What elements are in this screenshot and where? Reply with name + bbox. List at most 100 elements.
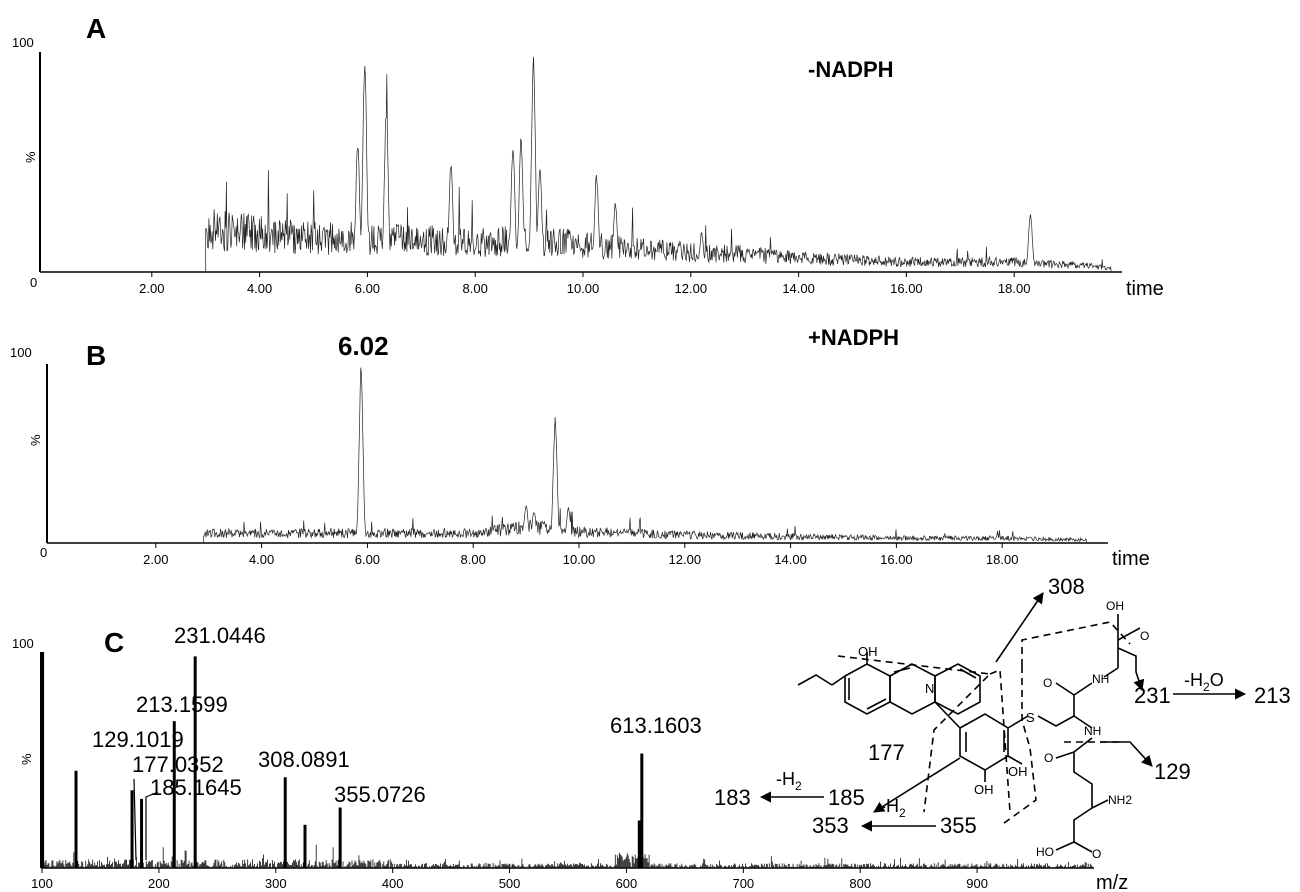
- fragment-arrows: [759, 592, 1247, 832]
- atom-oh-gly: OH: [1106, 599, 1124, 613]
- methoxy-link: [831, 675, 846, 686]
- arrow-231: [1117, 647, 1145, 692]
- atom-nh-gly: NH: [1092, 672, 1109, 686]
- panel-b-y-axis-label: %: [28, 434, 43, 446]
- panel-b-y-top-label: 100: [10, 345, 32, 360]
- x-tick-label: 8.00: [463, 281, 488, 296]
- label-leader-177: [133, 778, 137, 861]
- fragment-308: 308: [1048, 574, 1085, 599]
- atom-o-end: O: [1092, 847, 1101, 861]
- panel-a-origin-label: 0: [30, 275, 37, 290]
- cys-nh-bond: [1073, 715, 1093, 729]
- x-tick-label: 900: [966, 876, 988, 891]
- x-tick-label: 400: [382, 876, 404, 891]
- glu-carbonyl: [1055, 751, 1075, 759]
- arrow-185: [873, 757, 961, 813]
- x-tick-label: 800: [849, 876, 871, 891]
- glutamyl-chain: [1073, 737, 1093, 842]
- cleavage-177: [837, 655, 992, 813]
- x-tick-label: 12.00: [675, 281, 708, 296]
- x-tick-label: 14.00: [782, 281, 815, 296]
- x-tick-label: 100: [31, 876, 53, 891]
- panel-c-noise: [41, 844, 1094, 868]
- amide-carbonyl: [1055, 682, 1075, 696]
- x-tick-label: 14.00: [774, 552, 807, 567]
- panel-b-peak-label: 6.02: [338, 331, 389, 361]
- glu-nh2-bond: [1091, 799, 1109, 809]
- x-tick-label: 6.00: [355, 281, 380, 296]
- atom-oh-bottom: OH: [974, 782, 994, 797]
- panel-b-x-axis-label: time: [1112, 548, 1150, 570]
- x-tick-label: 300: [265, 876, 287, 891]
- oh-bond-right: [1007, 755, 1023, 765]
- panel-a-chromatogram: A -NADPH 100 0 % time 2.00 4.00 6.00 8.00 10…: [12, 13, 1164, 300]
- arrow-129: [1100, 741, 1153, 767]
- glu-ho-bond: [1055, 841, 1075, 851]
- ms-peak-label: 308.0891: [258, 747, 350, 772]
- glu-o-bond: [1073, 841, 1093, 853]
- panel-c-ms-spectrum: C 100 % m/z 100 200 300 400 500 600 700 800 900 …: [12, 623, 1128, 892]
- panel-a-trace: [205, 56, 1112, 273]
- panel-c-x-ticks: 100 200 300 400 500 600 700 800 900: [31, 868, 988, 891]
- x-tick-label: 18.00: [998, 281, 1031, 296]
- arrow-308: [995, 592, 1044, 663]
- loss-h2-b: -H2: [880, 796, 906, 820]
- fragment-231: 231: [1134, 683, 1171, 708]
- x-tick-label: 2.00: [143, 552, 168, 567]
- cleavage-185: [989, 668, 1011, 813]
- atom-n: N: [925, 681, 934, 696]
- ms-peak-label: 613.1603: [610, 713, 702, 738]
- glycine-link: [1103, 667, 1119, 678]
- ms-peak-label: 185.1645: [150, 775, 242, 800]
- chemical-structure: [797, 614, 1141, 853]
- panel-b-trace: [203, 367, 1088, 544]
- fragment-177: 177: [868, 740, 905, 765]
- ring-2-double: [893, 667, 911, 673]
- amide-c: [1073, 682, 1093, 696]
- x-tick-label: 4.00: [249, 552, 274, 567]
- x-tick-label: 10.00: [567, 281, 600, 296]
- methoxy-bonds: [797, 674, 833, 686]
- panel-c-y-top-label: 100: [12, 636, 34, 651]
- ms-peak-label: 231.0446: [174, 623, 266, 648]
- panel-b-axes: [46, 364, 1108, 544]
- fragment-213: 213: [1254, 683, 1291, 708]
- panel-c-x-axis-label: m/z: [1096, 872, 1128, 892]
- atom-nh-cys: NH: [1084, 724, 1101, 738]
- x-tick-label: 4.00: [247, 281, 272, 296]
- glycine-carbonyl: [1117, 627, 1141, 641]
- ms-peak-label: 177.0352: [132, 752, 224, 777]
- ms-peak-label: 355.0726: [334, 782, 426, 807]
- panel-a-y-top-label: 100: [12, 35, 34, 50]
- fragment-labels: 308 231 -H2O 213 129 177 185 183 -H2 355…: [714, 574, 1291, 838]
- panel-b-label: B: [86, 340, 106, 371]
- x-tick-label: 2.00: [139, 281, 164, 296]
- x-tick-label: 700: [732, 876, 754, 891]
- x-tick-label: 200: [148, 876, 170, 891]
- ms-peak-label: 129.1019: [92, 727, 184, 752]
- ring-1-double-b: [866, 698, 887, 710]
- cleavage-231: [1021, 621, 1131, 666]
- atom-s: S: [1026, 710, 1035, 725]
- ring-1: [844, 663, 891, 715]
- loss-h2-a: -H2: [776, 769, 802, 793]
- x-tick-label: 8.00: [461, 552, 486, 567]
- panel-b-chromatogram: B +NADPH 6.02 100 0 % time 2.00 4.00 6.00 8…: [10, 325, 1150, 570]
- panel-b-annotation: +NADPH: [808, 325, 899, 350]
- fragment-183: 183: [714, 785, 751, 810]
- panel-c-peaks: [41, 652, 644, 868]
- x-tick-label: 10.00: [563, 552, 596, 567]
- panel-a-annotation: -NADPH: [808, 57, 894, 82]
- atom-oh-right: OH: [1008, 764, 1028, 779]
- fragment-353: 353: [812, 813, 849, 838]
- aryl-s-bond: [1007, 715, 1029, 729]
- x-tick-label: 600: [616, 876, 638, 891]
- x-tick-label: 16.00: [890, 281, 923, 296]
- n-aryl-bond: [934, 701, 961, 729]
- fragment-129: 129: [1154, 759, 1191, 784]
- panel-a-y-axis-label: %: [23, 151, 38, 163]
- label-leader-185: [145, 791, 159, 860]
- x-tick-label: 6.00: [355, 552, 380, 567]
- cleavage-355: [999, 666, 1037, 827]
